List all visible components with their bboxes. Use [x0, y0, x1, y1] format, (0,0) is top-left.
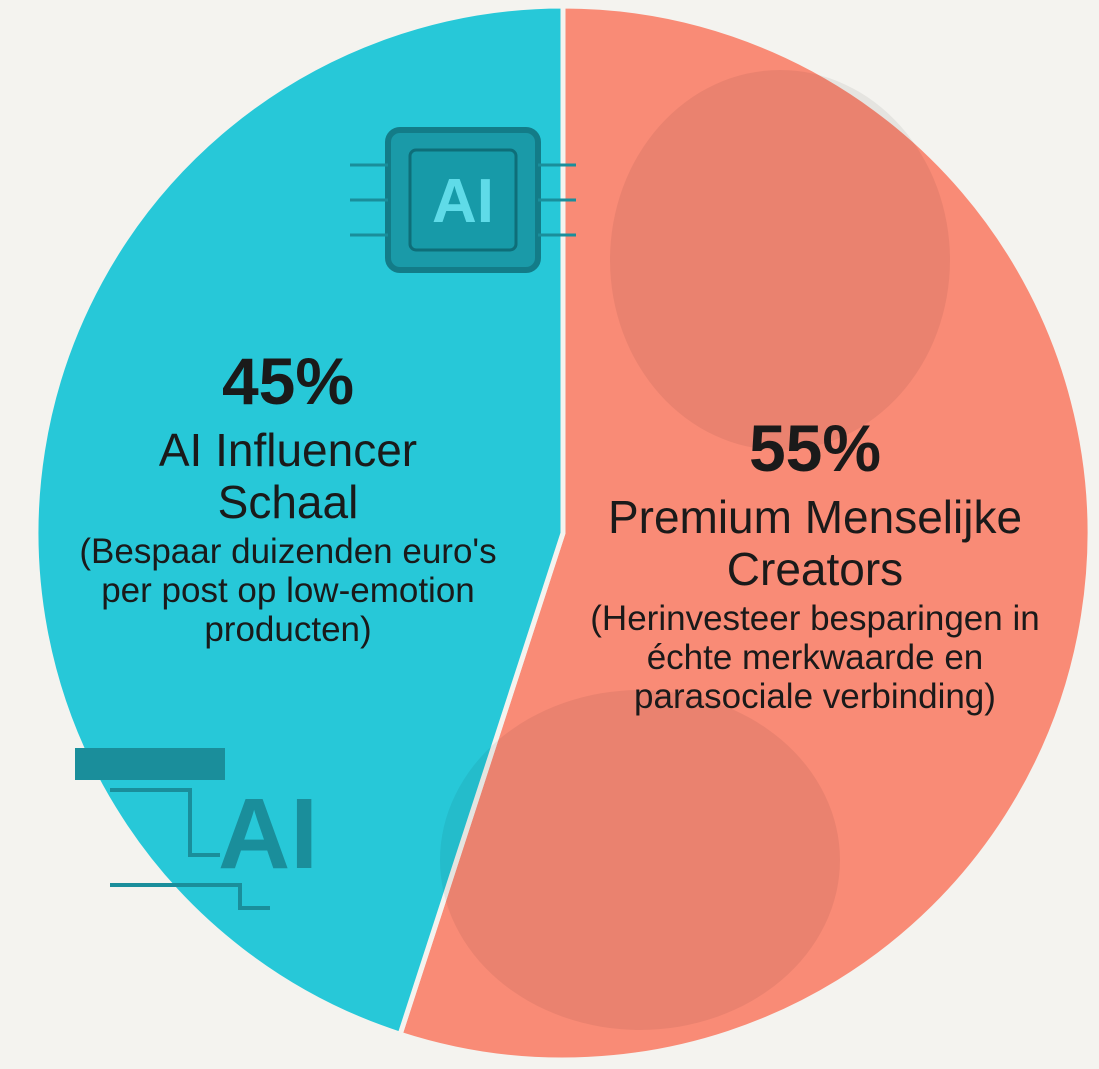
slice-description: (Herinvesteer besparingen in échte merkw… [590, 599, 1040, 717]
icon-text: AI [218, 778, 318, 890]
slice-label: Premium Menselijke Creators [607, 491, 1023, 595]
circuit [110, 788, 220, 857]
value-label: 45% [221, 344, 355, 418]
slice-description: (Bespaar duizenden euro's per post op lo… [79, 532, 497, 650]
head-shape [440, 690, 840, 1030]
chip-inner [408, 148, 518, 252]
circuit [110, 883, 270, 910]
value-label: 55% [748, 411, 882, 485]
head-shape [610, 70, 950, 450]
chip-text: AI [432, 167, 494, 236]
slice-label: AI Influencer Schaal [158, 424, 418, 528]
decoration: AI AI [75, 70, 950, 1030]
circuit-bar [75, 748, 225, 780]
pie-slice [396, 3, 1093, 1063]
